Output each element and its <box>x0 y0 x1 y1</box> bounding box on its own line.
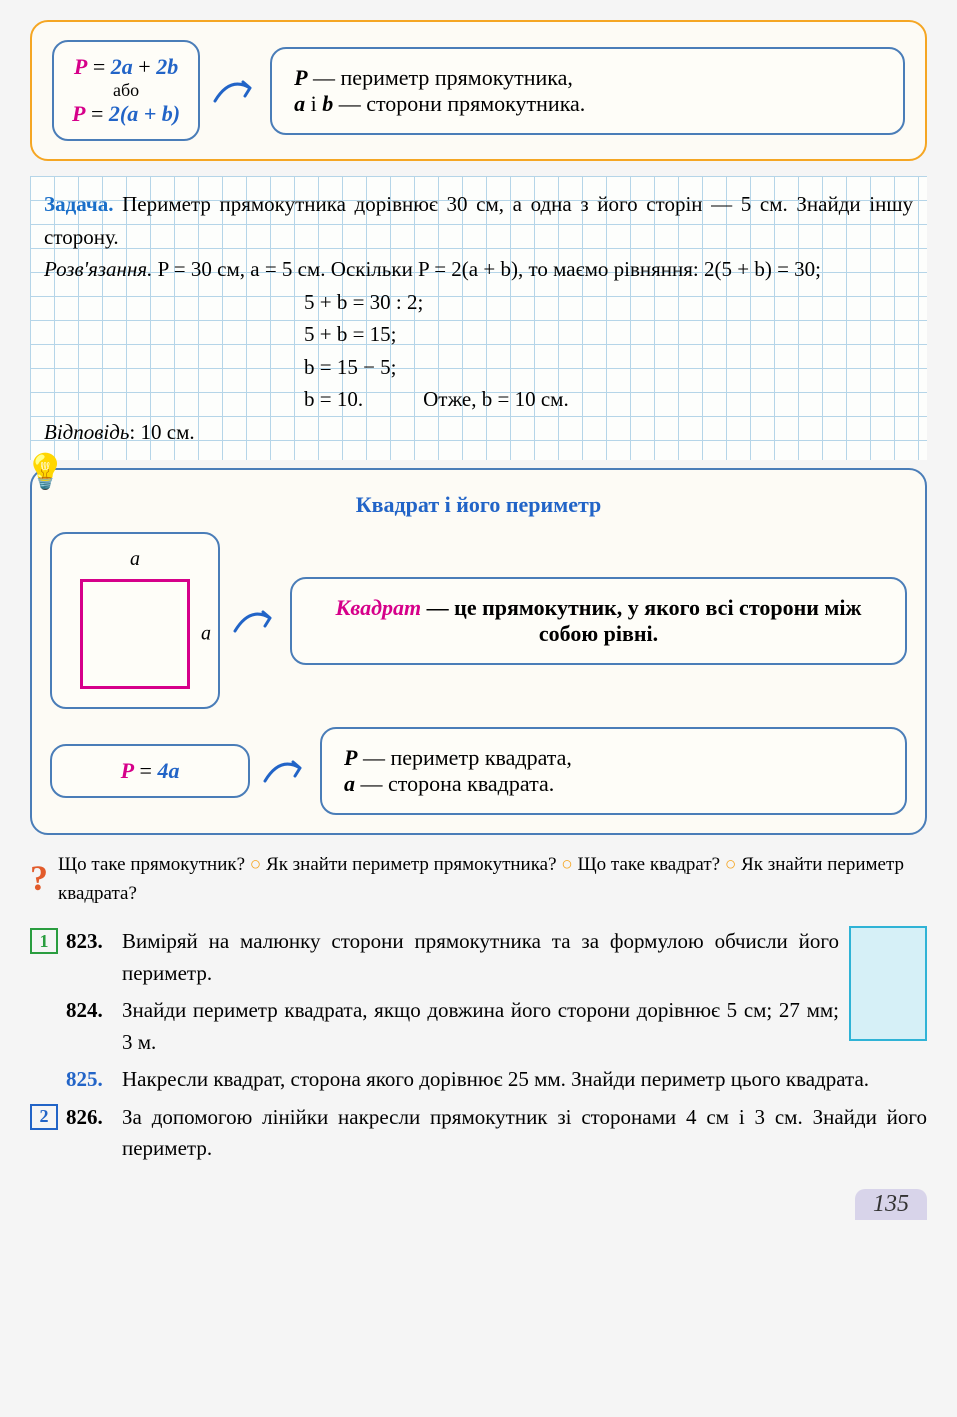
square-shape: a <box>80 579 190 689</box>
lightbulb-icon: 💡 <box>24 452 66 492</box>
difficulty-badge: 2 <box>30 1104 58 1130</box>
formula-left-panel: P = 2a + 2b або P = 2(a + b) <box>52 40 200 141</box>
bullet-icon: ○ <box>250 854 261 875</box>
arrow-icon <box>230 596 280 646</box>
solution-label: Розв'язання. <box>44 257 152 281</box>
square-formula: P = 4a <box>50 744 250 798</box>
exercise-item: 2 826. За допомогою лінійки накресли пря… <box>30 1102 927 1165</box>
square-formula-description: P — периметр квадрата, a — сторона квадр… <box>320 727 907 815</box>
arrow-icon <box>260 746 310 796</box>
square-definition: Квадрат — це прямокутник, у якого всі ст… <box>290 577 907 665</box>
var-P: P <box>74 54 87 79</box>
page-number: 135 <box>855 1189 927 1220</box>
exercise-item: 824. Знайди периметр квадрата, якщо довж… <box>30 995 839 1058</box>
review-questions: ? Що таке прямокутник? ○ Як знайти перим… <box>30 851 927 908</box>
problem-label: Задача. <box>44 192 113 216</box>
section-title: Квадрат і його периметр <box>50 492 907 518</box>
bullet-icon: ○ <box>725 854 736 875</box>
square-section: 💡 Квадрат і його периметр a a Квадрат — … <box>30 468 927 835</box>
answer-label: Відповідь <box>44 420 129 444</box>
exercise-item: 825. Накресли квадрат, сторона якого дор… <box>30 1064 927 1096</box>
formula-description: P — периметр прямокутника, a i b — сторо… <box>270 47 905 135</box>
rectangle-figure <box>849 926 927 1041</box>
exercise-item: 1 823. Виміряй на малюнку сторони прямок… <box>30 926 839 989</box>
difficulty-badge: 1 <box>30 928 58 954</box>
square-figure: a a <box>50 532 220 709</box>
or-label: або <box>72 80 180 101</box>
question-icon: ? <box>30 851 48 905</box>
exercises-list: 1 823. Виміряй на малюнку сторони прямок… <box>30 926 927 1165</box>
problem-worked-example: Задача. Периметр прямокутника дорівнює 3… <box>30 176 927 460</box>
bullet-icon: ○ <box>561 854 572 875</box>
arrow-icon <box>210 66 260 116</box>
formula-box-rectangle: P = 2a + 2b або P = 2(a + b) P — перимет… <box>30 20 927 161</box>
